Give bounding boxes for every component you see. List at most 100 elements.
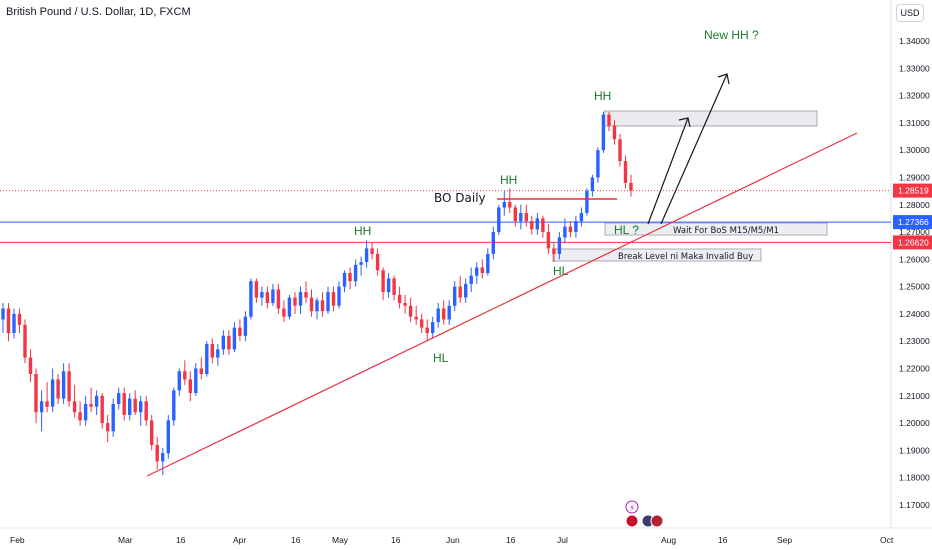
candle-body[interactable] (596, 150, 600, 178)
candle-body[interactable] (475, 267, 479, 276)
candle-body[interactable] (629, 182, 633, 191)
candle-body[interactable] (72, 401, 77, 413)
projection-arrow-short[interactable] (647, 117, 689, 225)
candle-body[interactable] (150, 420, 154, 445)
candle-body[interactable] (623, 161, 628, 183)
candle-body[interactable] (331, 292, 336, 306)
invalid-level-box[interactable] (552, 248, 762, 262)
candle-body[interactable] (364, 248, 369, 262)
currency-button[interactable]: USD (896, 4, 924, 22)
candle-body[interactable] (249, 281, 253, 317)
candle-body[interactable] (271, 289, 275, 303)
candle-body[interactable] (486, 253, 490, 273)
candle-body[interactable] (45, 401, 49, 407)
candle-body[interactable] (194, 368, 198, 394)
candle-body[interactable] (78, 412, 82, 421)
candle-body[interactable] (497, 207, 501, 233)
candle-body[interactable] (12, 313, 16, 333)
candle-body[interactable] (254, 281, 259, 298)
candle-body[interactable] (166, 420, 170, 454)
candle-body[interactable] (326, 292, 330, 312)
us-flag-event-icon-2[interactable] (650, 514, 664, 528)
candle-body[interactable] (122, 393, 126, 415)
candle-body[interactable] (353, 264, 358, 282)
uptrend-line[interactable] (146, 132, 858, 477)
candle-body[interactable] (139, 401, 143, 413)
candle-body[interactable] (1, 308, 5, 320)
candle-body[interactable] (524, 213, 528, 222)
wait-bos-box[interactable] (604, 222, 828, 236)
candle-body[interactable] (238, 327, 242, 336)
candle-body[interactable] (276, 289, 281, 309)
projection-arrow-long[interactable] (660, 73, 728, 225)
candle-body[interactable] (39, 401, 44, 413)
candle-body[interactable] (320, 300, 325, 312)
target-zone-box[interactable] (603, 110, 818, 127)
candle-body[interactable] (61, 371, 66, 399)
candle-body[interactable] (414, 316, 418, 320)
candle-body[interactable] (546, 232, 551, 249)
candle-body[interactable] (260, 292, 264, 298)
candle-body[interactable] (106, 423, 110, 432)
candle-body[interactable] (590, 177, 595, 192)
candle-body[interactable] (117, 393, 121, 404)
candle-body[interactable] (205, 344, 209, 374)
candle-body[interactable] (480, 267, 484, 274)
candle-body[interactable] (17, 313, 22, 325)
candle-body[interactable] (552, 248, 556, 254)
candle-body[interactable] (56, 379, 60, 399)
candle-body[interactable] (436, 308, 440, 323)
candle-body[interactable] (188, 379, 192, 393)
candle-body[interactable] (397, 294, 402, 303)
candle-body[interactable] (144, 401, 148, 421)
candle-body[interactable] (408, 305, 413, 317)
candle-body[interactable] (265, 292, 270, 303)
candle-body[interactable] (128, 398, 132, 415)
candle-body[interactable] (221, 335, 225, 350)
lightning-event-icon[interactable] (625, 500, 639, 514)
candle-body[interactable] (34, 374, 38, 413)
candle-body[interactable] (161, 453, 165, 462)
candle-body[interactable] (541, 218, 545, 232)
candle-body[interactable] (337, 286, 341, 306)
candle-body[interactable] (23, 324, 27, 358)
candle-body[interactable] (442, 308, 446, 320)
candle-body[interactable] (469, 275, 473, 284)
candle-body[interactable] (243, 316, 248, 336)
candle-body[interactable] (386, 278, 391, 293)
candle-body[interactable] (607, 114, 611, 126)
candle-body[interactable] (502, 202, 506, 208)
candle-body[interactable] (403, 303, 407, 306)
candle-body[interactable] (177, 371, 181, 391)
candle-body[interactable] (618, 139, 622, 162)
candle-body[interactable] (453, 286, 457, 306)
candle-body[interactable] (535, 218, 539, 230)
candle-body[interactable] (568, 226, 573, 233)
candle-body[interactable] (375, 253, 380, 271)
uk-flag-event-icon[interactable] (625, 514, 639, 528)
candle-body[interactable] (199, 368, 203, 375)
candle-body[interactable] (491, 232, 495, 254)
candle-body[interactable] (381, 270, 385, 293)
candle-body[interactable] (94, 395, 99, 407)
candle-body[interactable] (348, 273, 352, 282)
candle-body[interactable] (370, 248, 374, 254)
candle-body[interactable] (508, 202, 512, 208)
candle-body[interactable] (293, 297, 297, 306)
candle-body[interactable] (601, 114, 606, 151)
candle-body[interactable] (557, 237, 562, 254)
candle-body[interactable] (304, 292, 308, 298)
candle-body[interactable] (579, 213, 584, 222)
candle-body[interactable] (392, 278, 396, 295)
candle-body[interactable] (309, 297, 314, 312)
candle-body[interactable] (530, 221, 534, 230)
candle-body[interactable] (6, 308, 11, 334)
candle-body[interactable] (155, 445, 159, 462)
candle-body[interactable] (111, 404, 115, 432)
candle-body[interactable] (420, 319, 424, 328)
candle-body[interactable] (287, 297, 292, 317)
candle-body[interactable] (359, 262, 363, 265)
candle-body[interactable] (183, 371, 187, 380)
candle-body[interactable] (513, 207, 517, 222)
candle-body[interactable] (425, 327, 429, 334)
